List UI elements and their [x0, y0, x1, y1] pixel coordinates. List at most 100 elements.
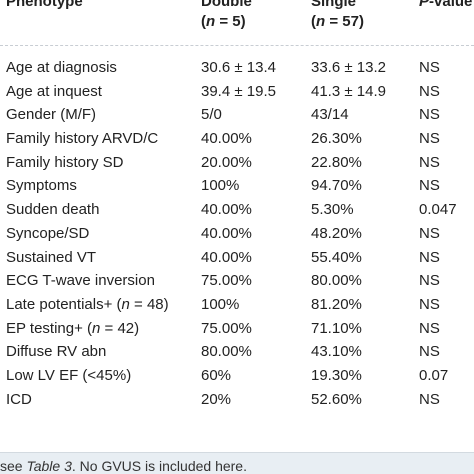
- header-single-n: (n = 57): [311, 12, 364, 32]
- row-single-value: 33.6 ± 13.2: [311, 59, 386, 76]
- header-pvalue-p: P: [419, 0, 430, 10]
- row-p-value: NS: [419, 343, 440, 361]
- table-row: Gender (M/F) 5/0 43/14 NS: [0, 103, 474, 127]
- table-row: Family history ARVD/C 40.00% 26.30% NS: [0, 127, 474, 151]
- header-single-n-value: = 57): [325, 13, 364, 30]
- row-label: Age at inquest: [6, 82, 102, 100]
- row-label: Syncope/SD: [6, 224, 90, 242]
- table-row: Low LV EF (<45%) 60% 19.30% 0.07: [0, 364, 474, 388]
- row-double-value: 75.00%: [201, 272, 252, 290]
- header-divider: [0, 45, 474, 46]
- row-single-value: 71.10%: [311, 319, 362, 337]
- row-single-value: 52.60%: [311, 390, 362, 408]
- row-p-value: NS: [419, 130, 440, 148]
- header-single-n-symbol: n: [316, 13, 326, 30]
- row-p-value: NS: [419, 82, 440, 100]
- row-label: Gender (M/F): [6, 106, 97, 124]
- row-double-value: 40.00%: [201, 224, 252, 242]
- footnote-table-link[interactable]: Table 3: [26, 458, 72, 474]
- table-row: ICD 20% 52.60% NS: [0, 388, 474, 412]
- row-label: ECG T-wave inversion: [6, 272, 155, 290]
- row-label: Late potentials+ (n = 48): [6, 293, 169, 317]
- row-label: Age at diagnosis: [6, 59, 117, 76]
- row-p-value: NS: [419, 295, 440, 313]
- row-label-n-value: = 42): [100, 319, 140, 337]
- table-row: Sustained VT 40.00% 55.40% NS: [0, 246, 474, 270]
- table-row: Diffuse RV abn 80.00% 43.10% NS: [0, 340, 474, 364]
- row-single-value: 94.70%: [311, 177, 362, 195]
- header-double-paren: (: [201, 13, 206, 30]
- table-row: Age at diagnosis 30.6 ± 13.4 33.6 ± 13.2…: [0, 56, 474, 80]
- row-label-text: Late potentials+ (: [6, 295, 122, 313]
- row-single-value: 80.00%: [311, 272, 362, 290]
- row-single-value: 55.40%: [311, 248, 362, 266]
- row-double-value: 39.4 ± 19.5: [201, 82, 276, 100]
- header-double-label: Double: [201, 0, 252, 10]
- header-double-n: (n = 5): [201, 12, 252, 32]
- row-single-value: 43.10%: [311, 343, 362, 361]
- row-double-value: 80.00%: [201, 343, 252, 361]
- table-header: Phenotype Double (n = 5) Single (n = 57)…: [0, 0, 474, 46]
- row-single-value: 81.20%: [311, 295, 362, 313]
- header-pvalue: P-value: [419, 0, 472, 12]
- row-label-n-value: = 48): [129, 295, 169, 313]
- row-double-value: 40.00%: [201, 130, 252, 148]
- row-label: Family history ARVD/C: [6, 130, 159, 148]
- table-row: Family history SD 20.00% 22.80% NS: [0, 151, 474, 175]
- header-single-paren: (: [311, 13, 316, 30]
- row-label-n-symbol: n: [92, 319, 101, 337]
- table-row: Symptoms 100% 94.70% NS: [0, 174, 474, 198]
- row-single-value: 48.20%: [311, 224, 362, 242]
- header-double-n-value: = 5): [215, 13, 246, 30]
- row-double-value: 20.00%: [201, 153, 252, 171]
- row-double-value: 100%: [201, 177, 240, 195]
- row-p-value: NS: [419, 248, 440, 266]
- row-double-value: 100%: [201, 295, 240, 313]
- row-double-value: 60%: [201, 366, 232, 384]
- row-single-value: 41.3 ± 14.9: [311, 82, 386, 100]
- row-double-value: 5/0: [201, 106, 222, 124]
- header-double-n-symbol: n: [206, 13, 216, 30]
- table-row: Late potentials+ (n = 48) 100% 81.20% NS: [0, 293, 474, 317]
- row-p-value: NS: [419, 59, 440, 76]
- table-row: Age at inquest 39.4 ± 19.5 41.3 ± 14.9 N…: [0, 80, 474, 104]
- row-double-value: 40.00%: [201, 201, 252, 219]
- row-p-value: NS: [419, 319, 440, 337]
- table-row: ECG T-wave inversion 75.00% 80.00% NS: [0, 269, 474, 293]
- row-double-value: 20%: [201, 390, 232, 408]
- header-phenotype: Phenotype: [6, 0, 83, 12]
- row-p-value: 0.07: [419, 366, 449, 384]
- footnote-text-post: . No GVUS is included here.: [71, 458, 247, 474]
- header-single: Single (n = 57): [311, 0, 364, 32]
- header-pvalue-rest: -value: [429, 0, 473, 10]
- table-body: Age at diagnosis 30.6 ± 13.4 33.6 ± 13.2…: [0, 56, 474, 411]
- row-double-value: 75.00%: [201, 319, 252, 337]
- footnote-text-pre: see: [0, 458, 27, 474]
- row-double-value: 40.00%: [201, 248, 252, 266]
- table-row: EP testing+ (n = 42) 75.00% 71.10% NS: [0, 317, 474, 341]
- header-double: Double (n = 5): [201, 0, 252, 32]
- row-label: Family history SD: [6, 153, 124, 171]
- row-p-value: NS: [419, 390, 440, 408]
- row-single-value: 19.30%: [311, 366, 362, 384]
- row-label: Symptoms: [6, 177, 77, 195]
- row-p-value: NS: [419, 153, 440, 171]
- table-footnote: see Table 3. No GVUS is included here.: [0, 452, 474, 474]
- row-label-text: EP testing+ (: [6, 319, 93, 337]
- table-row: Syncope/SD 40.00% 48.20% NS: [0, 222, 474, 246]
- row-p-value: NS: [419, 272, 440, 290]
- row-p-value: NS: [419, 177, 440, 195]
- table-row: Sudden death 40.00% 5.30% 0.047: [0, 198, 474, 222]
- row-label: Low LV EF (<45%): [6, 366, 132, 384]
- row-label: ICD: [6, 390, 32, 408]
- row-p-value: NS: [419, 224, 440, 242]
- header-single-label: Single: [311, 0, 357, 10]
- row-p-value: NS: [419, 106, 440, 124]
- header-phenotype-label: Phenotype: [6, 0, 83, 10]
- row-label: Sustained VT: [6, 248, 97, 266]
- row-p-value: 0.047: [419, 201, 457, 219]
- row-single-value: 26.30%: [311, 130, 362, 148]
- row-label: Diffuse RV abn: [6, 343, 107, 361]
- row-label: Sudden death: [6, 201, 100, 219]
